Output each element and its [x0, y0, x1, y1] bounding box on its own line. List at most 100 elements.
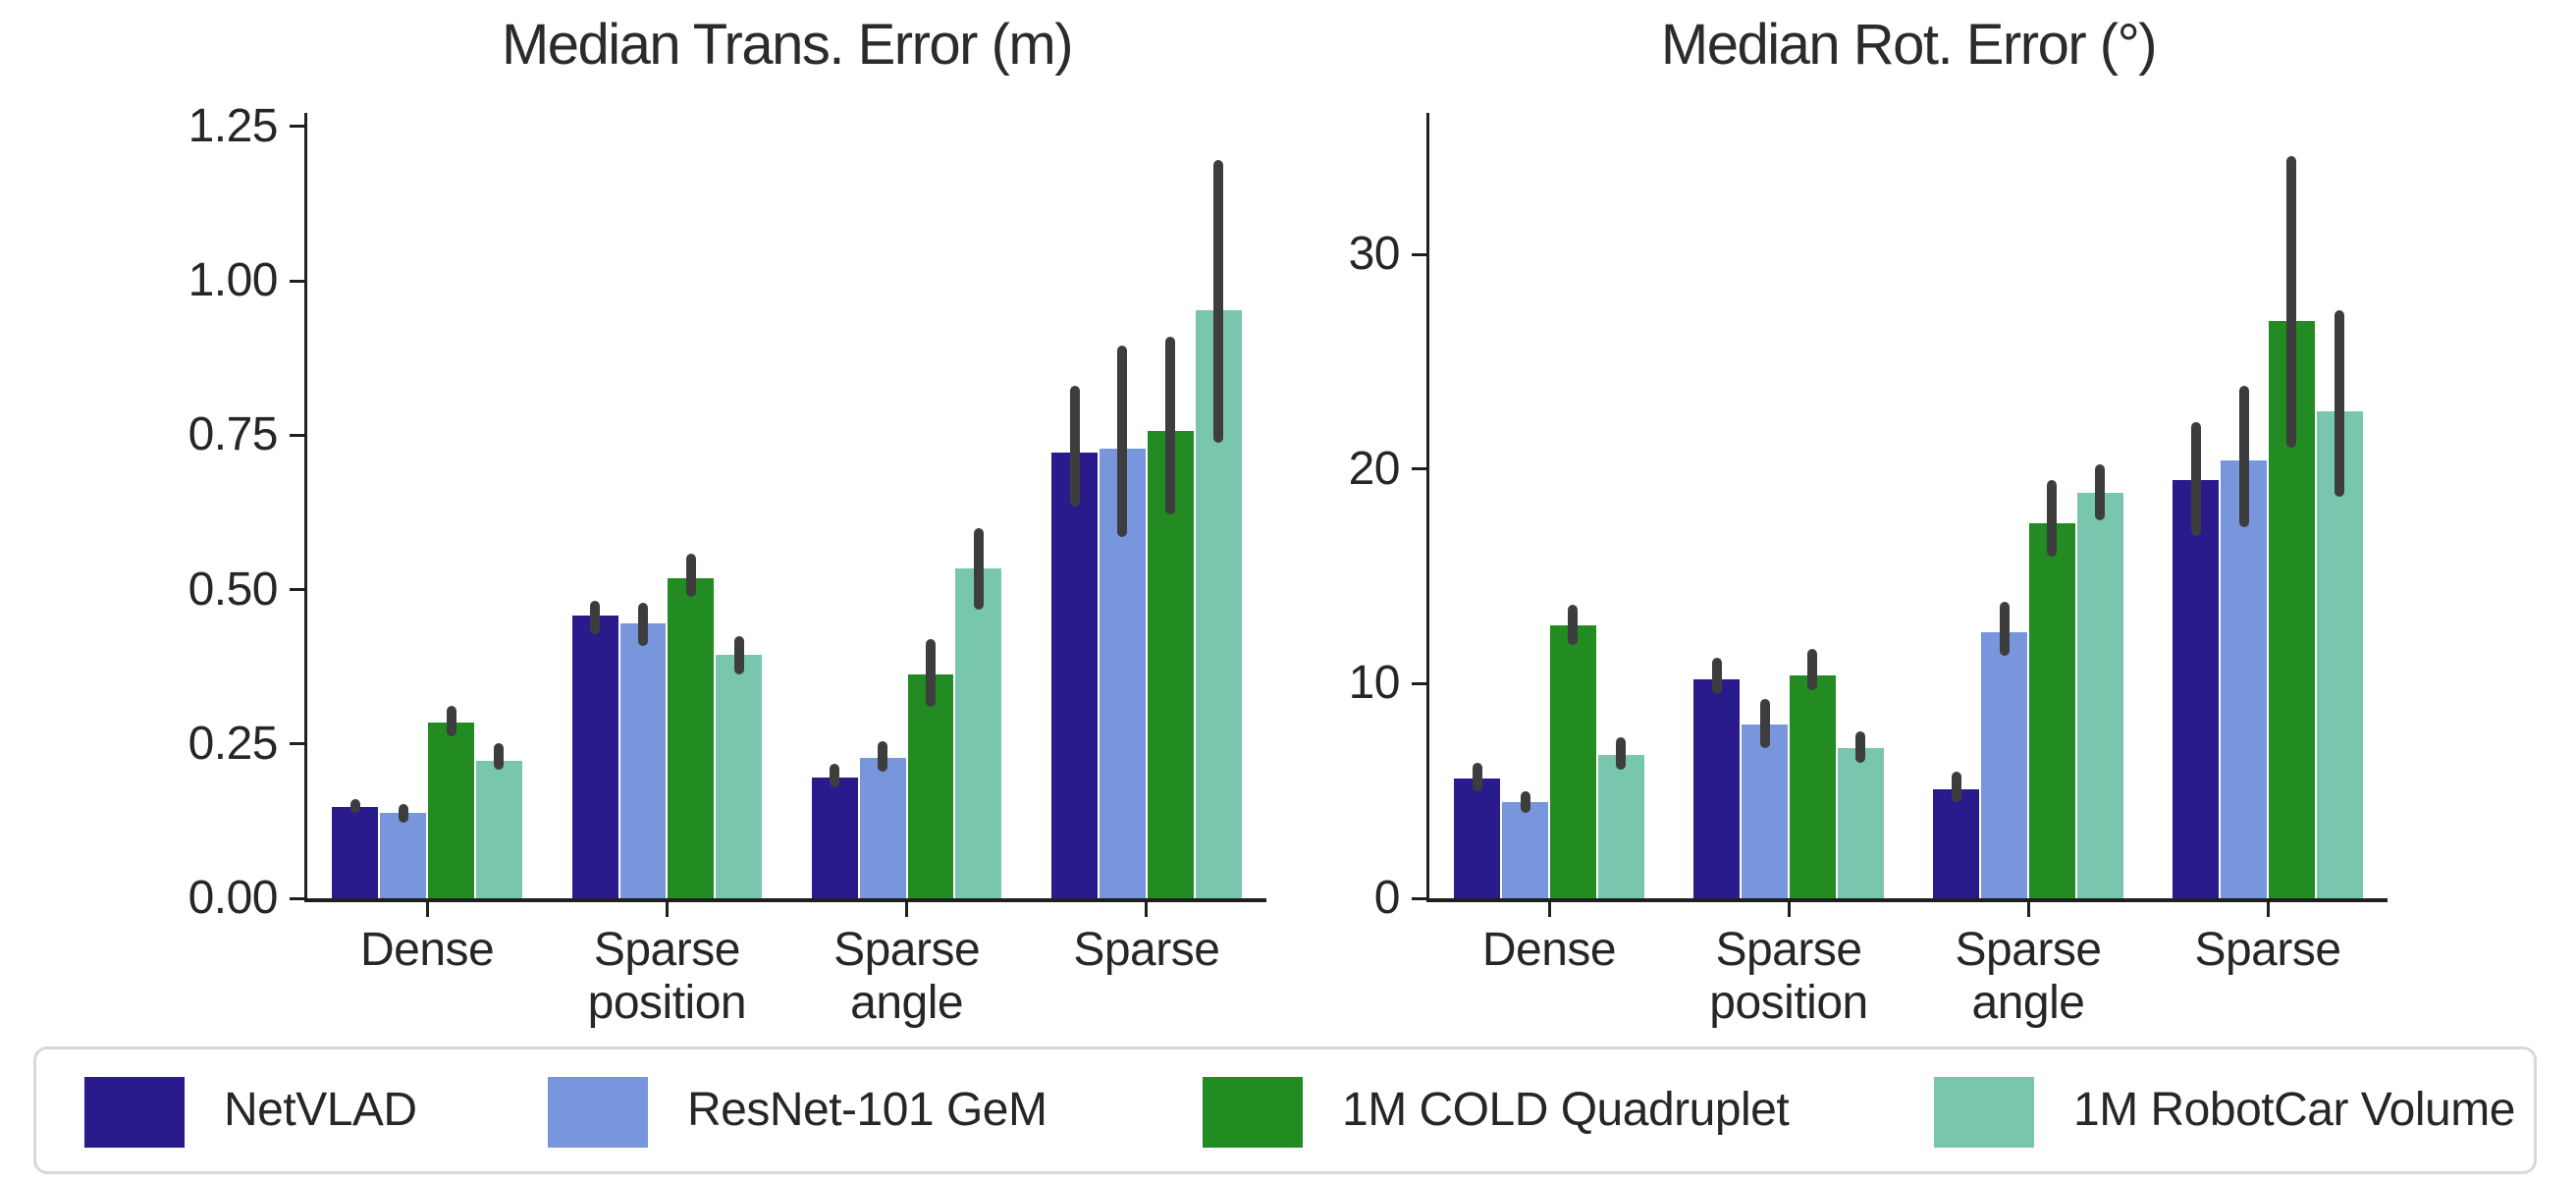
legend-label: ResNet-101 GeM [687, 1084, 1047, 1136]
y-tick-label: 20 [1348, 442, 1401, 495]
y-tick [290, 433, 304, 437]
error-bar [685, 554, 696, 598]
error-bar [878, 740, 888, 773]
bar-1m-robotcar-volume-group2 [955, 567, 1002, 898]
x-tick-label: Sparse angle [1955, 924, 2102, 1029]
y-tick [1412, 896, 1426, 900]
bar-netvlad-group1 [571, 615, 618, 898]
error-bar [733, 635, 744, 675]
error-bar [2334, 310, 2345, 498]
bar-1m-cold-quadruplet-group1 [1790, 674, 1836, 898]
error-bar [2047, 479, 2058, 558]
y-axis-spine [1426, 113, 1429, 898]
error-bar [446, 705, 456, 737]
y-tick-label: 0.50 [188, 563, 279, 616]
error-bar [1117, 346, 1128, 538]
bar-1m-robotcar-volume-group1 [716, 654, 763, 898]
x-tick [425, 902, 429, 917]
x-tick [2266, 902, 2270, 917]
error-bar [2286, 155, 2297, 448]
x-tick-label: Dense [360, 924, 495, 976]
bar-resnet-101-gem-group3 [2221, 460, 2267, 898]
bar-resnet-101-gem-group0 [1502, 801, 1548, 898]
bar-netvlad-group3 [2173, 479, 2220, 898]
bar-netvlad-group0 [1454, 778, 1501, 898]
x-tick-label: Sparse angle [833, 924, 981, 1029]
legend-label: 1M RobotCar Volume [2073, 1084, 2515, 1136]
y-tick [290, 279, 304, 283]
y-tick-label: 1.00 [188, 254, 279, 307]
x-tick-label: Sparse position [1709, 924, 1868, 1029]
error-bar [590, 600, 601, 634]
error-bar [2238, 385, 2249, 527]
y-tick-label: 1.25 [188, 99, 279, 152]
bar-resnet-101-gem-group2 [1981, 631, 2027, 898]
bar-resnet-101-gem-group1 [619, 623, 667, 898]
x-tick [2026, 902, 2030, 917]
error-bar [1855, 730, 1866, 764]
error-bar [1472, 763, 1482, 791]
x-axis-spine [1426, 898, 2388, 902]
legend-label: NetVLAD [224, 1084, 417, 1136]
x-tick [665, 902, 669, 917]
x-tick-label: Sparse [1073, 924, 1220, 976]
error-bar [1213, 160, 1224, 443]
y-tick-label: 0.75 [188, 408, 279, 461]
error-bar [1759, 698, 1770, 748]
error-bar [1568, 604, 1579, 646]
bar-1m-robotcar-volume-group0 [475, 760, 522, 898]
error-bar [1069, 386, 1080, 507]
bar-1m-cold-quadruplet-group2 [907, 674, 954, 898]
error-bar [494, 742, 505, 771]
bar-resnet-101-gem-group0 [380, 813, 427, 898]
trans-error-plot-area: 0.00 0.25 0.50 0.75 1.00 1.25 Dense Sparse posi… [188, 100, 1266, 1029]
bar-netvlad-group1 [1693, 679, 1741, 898]
error-bar [1165, 336, 1176, 514]
x-tick [1547, 902, 1551, 917]
error-bar [1616, 737, 1627, 770]
rot-error-title: Median Rot. Error (°) [1660, 13, 2158, 77]
trans-error-title: Median Trans. Error (m) [501, 13, 1074, 77]
y-tick-label: 30 [1348, 228, 1401, 281]
bar-netvlad-group2 [811, 778, 858, 898]
x-tick-label: Sparse position [587, 924, 747, 1029]
bar-1m-cold-quadruplet-group0 [428, 722, 474, 898]
error-bar [1807, 649, 1818, 690]
bar-1m-cold-quadruplet-group0 [1550, 625, 1596, 898]
bar-resnet-101-gem-group1 [1742, 724, 1788, 898]
x-tick-label: Dense [1481, 924, 1617, 976]
error-bar [1711, 658, 1722, 695]
x-tick [1787, 902, 1791, 917]
error-bar [349, 799, 360, 814]
error-bar [926, 638, 937, 708]
error-bar [830, 763, 840, 787]
error-bar [637, 603, 648, 647]
y-tick [1412, 681, 1426, 685]
bar-netvlad-group3 [1051, 452, 1099, 898]
y-tick-label: 0 [1373, 872, 1401, 924]
error-bar [1951, 772, 1961, 802]
bar-1m-cold-quadruplet-group2 [2029, 522, 2075, 898]
bar-1m-robotcar-volume-group1 [1837, 748, 1884, 898]
error-bar [1520, 790, 1530, 813]
y-tick-label: 0.00 [188, 872, 279, 924]
x-tick [905, 902, 909, 917]
error-bar [2190, 421, 2201, 536]
bar-1m-robotcar-volume-group0 [1597, 754, 1644, 898]
y-axis-spine [304, 113, 307, 898]
y-tick-label: 0.25 [188, 717, 279, 770]
legend-swatch-resnet-101-gem [548, 1077, 648, 1148]
error-bar [1999, 602, 2010, 657]
y-tick [1412, 467, 1426, 471]
legend-swatch-netvlad [84, 1077, 185, 1148]
legend-swatch-1m-robotcar-volume [1934, 1077, 2034, 1148]
legend-label: 1M COLD Quadruplet [1342, 1084, 1790, 1136]
y-tick [290, 742, 304, 746]
y-tick [1412, 252, 1426, 256]
x-tick-label: Sparse [2194, 924, 2341, 976]
bar-1m-cold-quadruplet-group1 [668, 578, 715, 898]
bar-netvlad-group2 [1933, 788, 1980, 898]
y-tick [290, 125, 304, 129]
bar-resnet-101-gem-group2 [859, 757, 906, 898]
